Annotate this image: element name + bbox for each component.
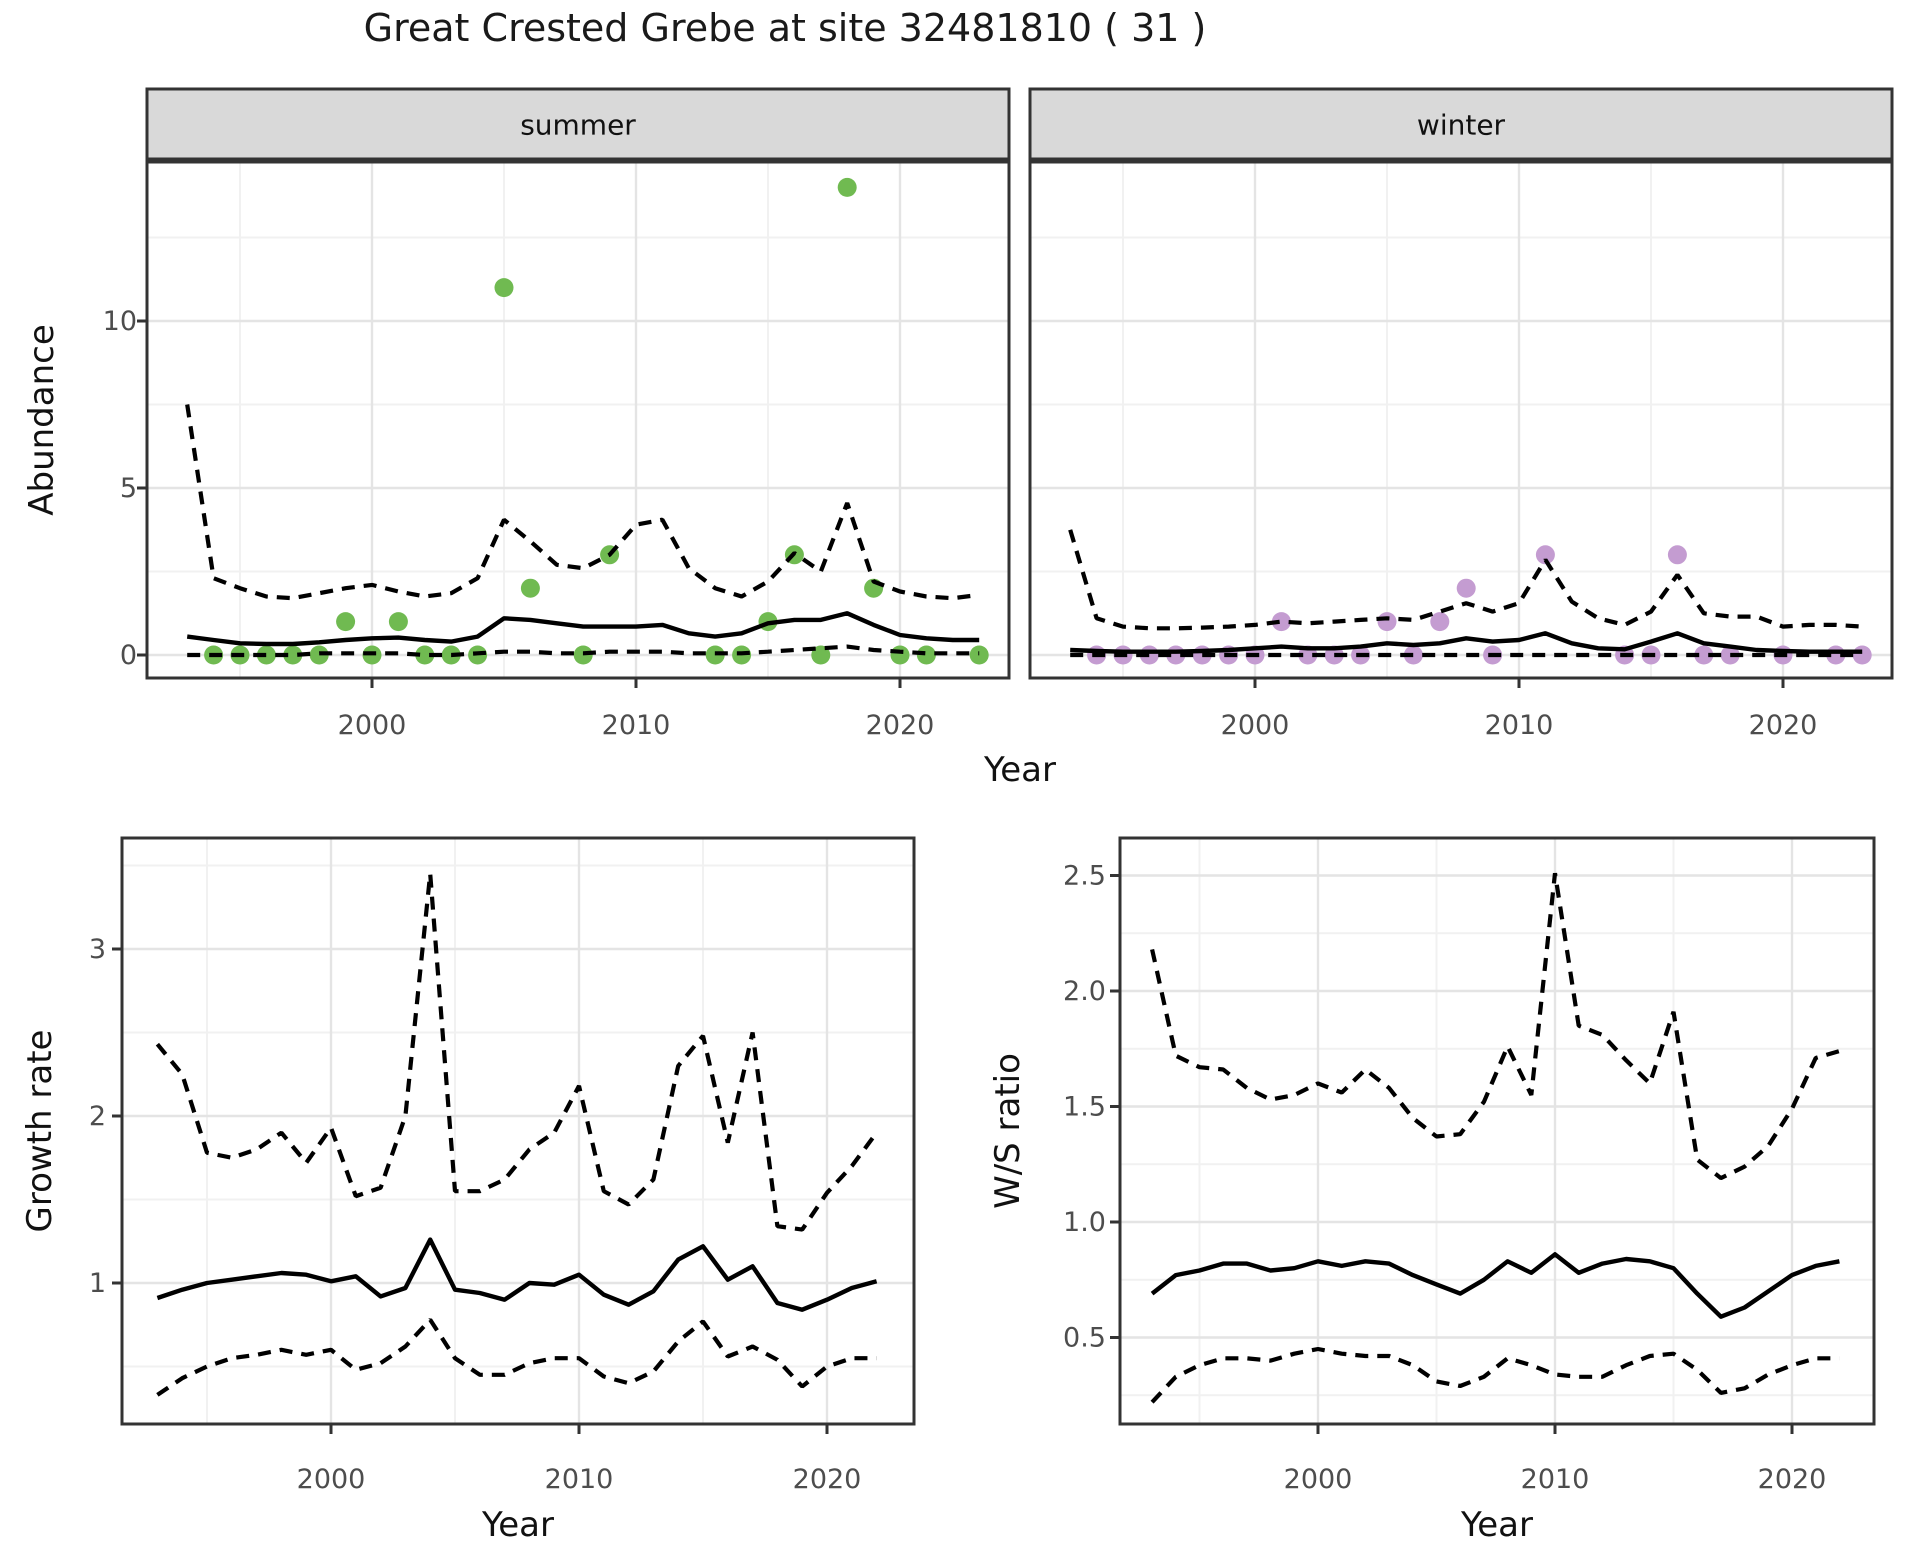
x-tick-label: 2010 <box>545 1464 614 1495</box>
observed-point <box>1377 612 1397 632</box>
y-axis-title-ws-ratio: W/S ratio <box>988 1053 1028 1209</box>
x-tick-label: 2000 <box>338 710 407 741</box>
observed-point <box>1271 612 1291 632</box>
x-tick-label: 2010 <box>1485 710 1554 741</box>
y-tick-label: 1.0 <box>1063 1207 1106 1238</box>
observed-point <box>1852 645 1872 665</box>
panel-border <box>1028 160 1894 680</box>
x-tick-label: 2000 <box>297 1464 366 1495</box>
y-tick-label: 2.0 <box>1063 976 1106 1007</box>
observed-point <box>811 645 831 665</box>
growth-data-layer <box>155 873 879 1397</box>
ws-panel: 2000 2010 2020 0.5 1.0 1.5 2.0 2.5 <box>1063 836 1876 1495</box>
y-tick-label: 10 <box>103 306 137 337</box>
winter-panel: 2000 2010 2020 <box>1028 87 1894 741</box>
summer-panel: 2000 2010 2020 0 5 10 <box>103 87 1011 741</box>
lower-ci-line <box>156 1318 877 1397</box>
y-tick-label: 0 <box>120 640 137 671</box>
y-tick-label: 2 <box>89 1101 106 1132</box>
x-tick-label: 2000 <box>1284 1464 1353 1495</box>
panel-border <box>145 160 1011 680</box>
facet-strip <box>145 87 1011 163</box>
observed-point <box>256 645 276 665</box>
fitted-line <box>156 1237 878 1312</box>
y-tick-label: 3 <box>89 934 106 965</box>
growth-panel: 2000 2010 2020 1 2 3 <box>89 836 916 1495</box>
ws-data-layer <box>1150 872 1840 1404</box>
y-tick-label: 5 <box>120 473 137 504</box>
y-tick-label: 2.5 <box>1063 861 1106 892</box>
x-axis-title-year-growth: Year <box>482 1505 554 1545</box>
upper-ci-line <box>185 404 980 601</box>
observed-point <box>1667 545 1687 565</box>
observed-point <box>1456 578 1476 598</box>
observed-point <box>837 177 857 197</box>
y-tick-label: 1 <box>89 1268 106 1299</box>
x-tick-label: 2020 <box>1749 710 1818 741</box>
observed-point <box>1403 645 1423 665</box>
observed-point <box>388 612 408 632</box>
observed-point <box>1430 612 1450 632</box>
x-tick-label: 2010 <box>1521 1464 1590 1495</box>
chart-title: Great Crested Grebe at site 32481810 ( 3… <box>363 6 1207 50</box>
summer-data-layer <box>185 177 989 665</box>
x-tick-label: 2000 <box>1221 710 1290 741</box>
x-tick-label: 2020 <box>1758 1464 1827 1495</box>
x-axis-title-year-top: Year <box>984 750 1056 790</box>
x-axis-title-year-ws: Year <box>1461 1505 1533 1545</box>
observed-point <box>916 645 936 665</box>
observed-point <box>520 578 540 598</box>
y-tick-label: 0.5 <box>1063 1323 1106 1354</box>
lower-ci-line <box>187 644 980 658</box>
panel-border <box>1118 836 1876 1426</box>
observed-point <box>415 645 435 665</box>
observed-point <box>336 612 356 632</box>
facet-label-winter: winter <box>1416 108 1506 142</box>
x-tick-label: 2020 <box>793 1464 862 1495</box>
facet-strip <box>1028 87 1894 163</box>
upper-ci-line <box>1150 872 1840 1180</box>
panel-border <box>120 836 916 1426</box>
y-axis-title-abundance: Abundance <box>22 324 62 516</box>
fitted-line <box>1070 631 1863 654</box>
x-tick-label: 2020 <box>866 710 935 741</box>
facet-label-summer: summer <box>520 108 636 142</box>
observed-point <box>1694 645 1714 665</box>
observed-point <box>283 645 303 665</box>
observed-point <box>890 645 910 665</box>
fitted-line <box>186 611 980 647</box>
x-tick-label: 2010 <box>602 710 671 741</box>
lower-ci-line <box>1150 1346 1840 1404</box>
upper-ci-line <box>1068 529 1863 631</box>
fitted-line <box>1150 1252 1840 1319</box>
observed-point <box>1535 545 1555 565</box>
y-axis-title-growth-rate: Growth rate <box>20 1029 60 1233</box>
observed-point <box>494 278 514 298</box>
y-tick-label: 1.5 <box>1063 1092 1106 1123</box>
winter-data-layer <box>1068 529 1872 665</box>
